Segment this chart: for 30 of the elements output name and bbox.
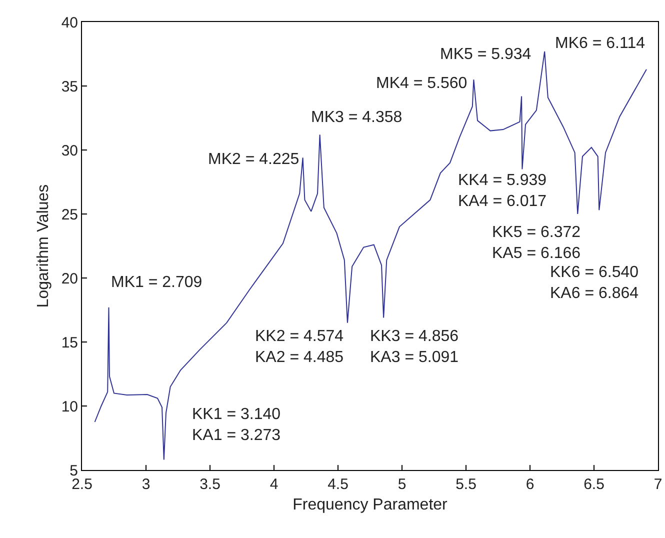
y-tick-label: 40 (61, 14, 78, 32)
x-tick-label: 6.5 (584, 476, 604, 493)
x-tick-label: 5 (398, 476, 406, 493)
annotation: MK3 = 4.358 (311, 109, 402, 126)
annotation: MK5 = 5.934 (440, 46, 532, 63)
annotation: MK6 = 6.114 (555, 35, 646, 52)
x-tick-label: 5.5 (456, 476, 476, 493)
annotation: KK1 = 3.140 KA1 = 3.273 (192, 406, 281, 444)
y-tick-label: 35 (61, 78, 78, 96)
x-tick-label: 7 (654, 476, 662, 493)
y-tick-label: 30 (61, 142, 78, 160)
y-tick-label: 10 (61, 398, 78, 416)
annotation: MK4 = 5.560 (376, 75, 468, 92)
y-axis-title: Logarithm Values (35, 184, 52, 308)
annotation: KK6 = 6.540 KA6 = 6.864 (550, 264, 639, 302)
x-tick-label: 3 (142, 476, 150, 493)
y-tick-label: 15 (61, 334, 78, 352)
annotation: MK2 = 4.225 (208, 151, 300, 168)
annotation: KK2 = 4.574 KA2 = 4.485 (255, 328, 344, 366)
y-tick-label: 25 (61, 206, 78, 224)
annotation: KK4 = 5.939 KA4 = 6.017 (458, 172, 547, 210)
x-tick-label: 4 (270, 476, 278, 493)
annotation: KK5 = 6.372 KA5 = 6.166 (492, 224, 581, 262)
x-tick-label: 4.5 (328, 476, 348, 493)
x-axis-title: Frequency Parameter (292, 496, 448, 514)
y-tick-label: 20 (61, 270, 78, 288)
annotation: MK1 = 2.709 (111, 274, 202, 291)
x-tick-label: 6 (526, 476, 534, 493)
annotation: KK3 = 4.856 KA3 = 5.091 (370, 328, 459, 366)
x-tick-label: 3.5 (200, 476, 220, 493)
